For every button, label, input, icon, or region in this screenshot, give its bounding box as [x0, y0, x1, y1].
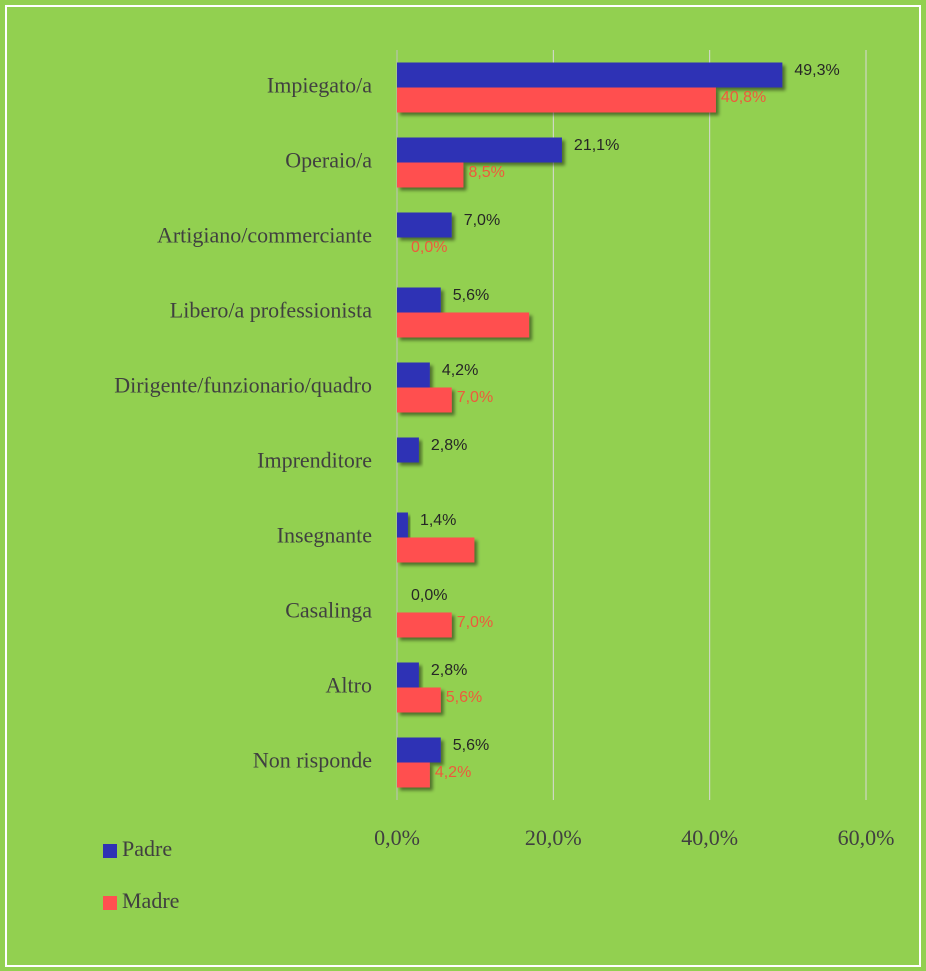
- value-label: 7,0%: [464, 212, 500, 229]
- x-tick-label: 20,0%: [525, 825, 582, 850]
- legend-label: Madre: [122, 888, 179, 913]
- value-label: 7,0%: [457, 389, 493, 406]
- bar: [397, 762, 430, 788]
- bar: [397, 437, 419, 463]
- bar: [397, 162, 464, 188]
- legend-swatch: [103, 844, 117, 858]
- x-tick-label: 40,0%: [681, 825, 738, 850]
- category-label: Dirigente/funzionario/quadro: [114, 373, 372, 398]
- value-label: 4,2%: [442, 362, 478, 379]
- bar: [397, 512, 408, 538]
- category-label: Casalinga: [285, 598, 372, 623]
- bar: [397, 387, 452, 413]
- category-label: Insegnante: [277, 523, 372, 548]
- bar: [397, 362, 430, 388]
- value-label: 8,5%: [468, 164, 504, 181]
- value-label: 21,1%: [574, 137, 619, 154]
- x-tick-label: 0,0%: [374, 825, 420, 850]
- bar: [397, 537, 475, 563]
- category-label: Libero/a professionista: [170, 298, 372, 323]
- value-label: 2,8%: [431, 437, 467, 454]
- value-label: 0,0%: [411, 587, 447, 604]
- bar: [397, 662, 419, 688]
- category-label: Imprenditore: [257, 448, 372, 473]
- value-label: 1,4%: [420, 512, 456, 529]
- category-label: Altro: [326, 673, 372, 698]
- legend-swatch: [103, 896, 117, 910]
- frame: [5, 5, 921, 967]
- value-label: 49,3%: [794, 62, 839, 79]
- category-label: Artigiano/commerciante: [157, 223, 372, 248]
- bar: [397, 87, 716, 113]
- value-label: 4,2%: [435, 764, 471, 781]
- bar: [397, 312, 530, 338]
- bar: [397, 612, 452, 638]
- value-label: 2,8%: [431, 662, 467, 679]
- value-label: 5,6%: [453, 737, 489, 754]
- bar: [397, 137, 562, 163]
- category-label: Operaio/a: [285, 148, 372, 173]
- bar: [397, 737, 441, 763]
- value-label: 40,8%: [721, 89, 766, 106]
- category-label: Non risponde: [253, 748, 372, 773]
- bar: [397, 287, 441, 313]
- category-label: Impiegato/a: [267, 73, 372, 98]
- legend-label: Padre: [122, 836, 172, 861]
- value-label: 5,6%: [446, 689, 482, 706]
- x-tick-label: 60,0%: [838, 825, 895, 850]
- value-label: 0,0%: [411, 239, 447, 256]
- bar: [397, 687, 441, 713]
- value-label: 5,6%: [453, 287, 489, 304]
- bar: [397, 212, 452, 238]
- bar: [397, 62, 783, 88]
- value-label: 7,0%: [457, 614, 493, 631]
